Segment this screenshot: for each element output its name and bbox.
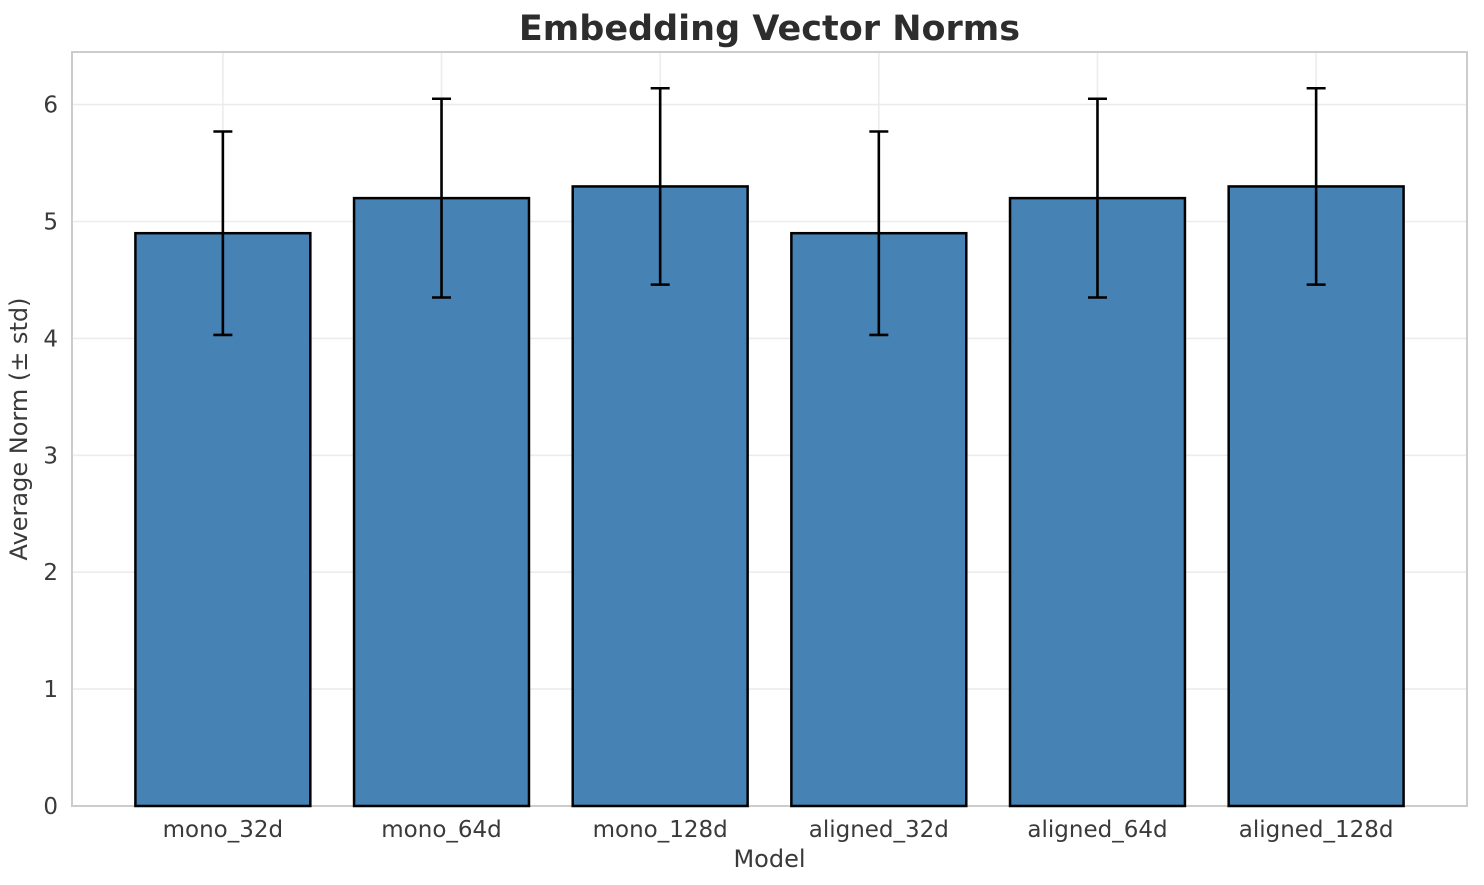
y-tick-label: 0 <box>43 794 58 820</box>
bar-mono_128d <box>571 185 749 808</box>
bar-aligned_128d <box>1227 185 1405 808</box>
x-tick-label: aligned_128d <box>1239 817 1394 843</box>
y-tick-label: 6 <box>43 93 58 119</box>
x-tick-label: mono_32d <box>163 817 284 843</box>
plot-area <box>71 51 1468 807</box>
y-axis-label: Average Norm (± std) <box>5 298 33 561</box>
chart-title: Embedding Vector Norms <box>519 9 1020 49</box>
ticks-layer: 0 1 2 3 4 5 6 mono_32d mono_64d mono_128d aligned_… <box>43 93 1393 843</box>
x-tick-label: mono_64d <box>381 817 502 843</box>
bars-layer <box>134 185 1405 808</box>
y-tick-label: 4 <box>43 326 58 352</box>
y-tick-label: 5 <box>43 210 58 236</box>
error-bar-aligned_32d <box>869 130 889 337</box>
x-axis-label: Model <box>733 845 805 873</box>
bar-aligned_64d <box>1008 196 1187 808</box>
error-bar-mono_64d <box>432 97 452 299</box>
error-bar-aligned_128d <box>1306 86 1326 286</box>
error-bar-mono_32d <box>213 130 233 337</box>
error-bars-layer <box>213 86 1326 337</box>
error-bar-mono_128d <box>650 86 670 286</box>
y-tick-label: 3 <box>43 443 58 469</box>
x-tick-label: mono_128d <box>593 817 728 843</box>
error-bar-aligned_64d <box>1087 97 1107 299</box>
bar-mono_64d <box>352 196 531 808</box>
x-tick-label: aligned_64d <box>1027 817 1167 843</box>
y-tick-label: 1 <box>43 677 58 703</box>
y-tick-label: 2 <box>43 560 58 586</box>
x-tick-label: aligned_32d <box>809 817 949 843</box>
